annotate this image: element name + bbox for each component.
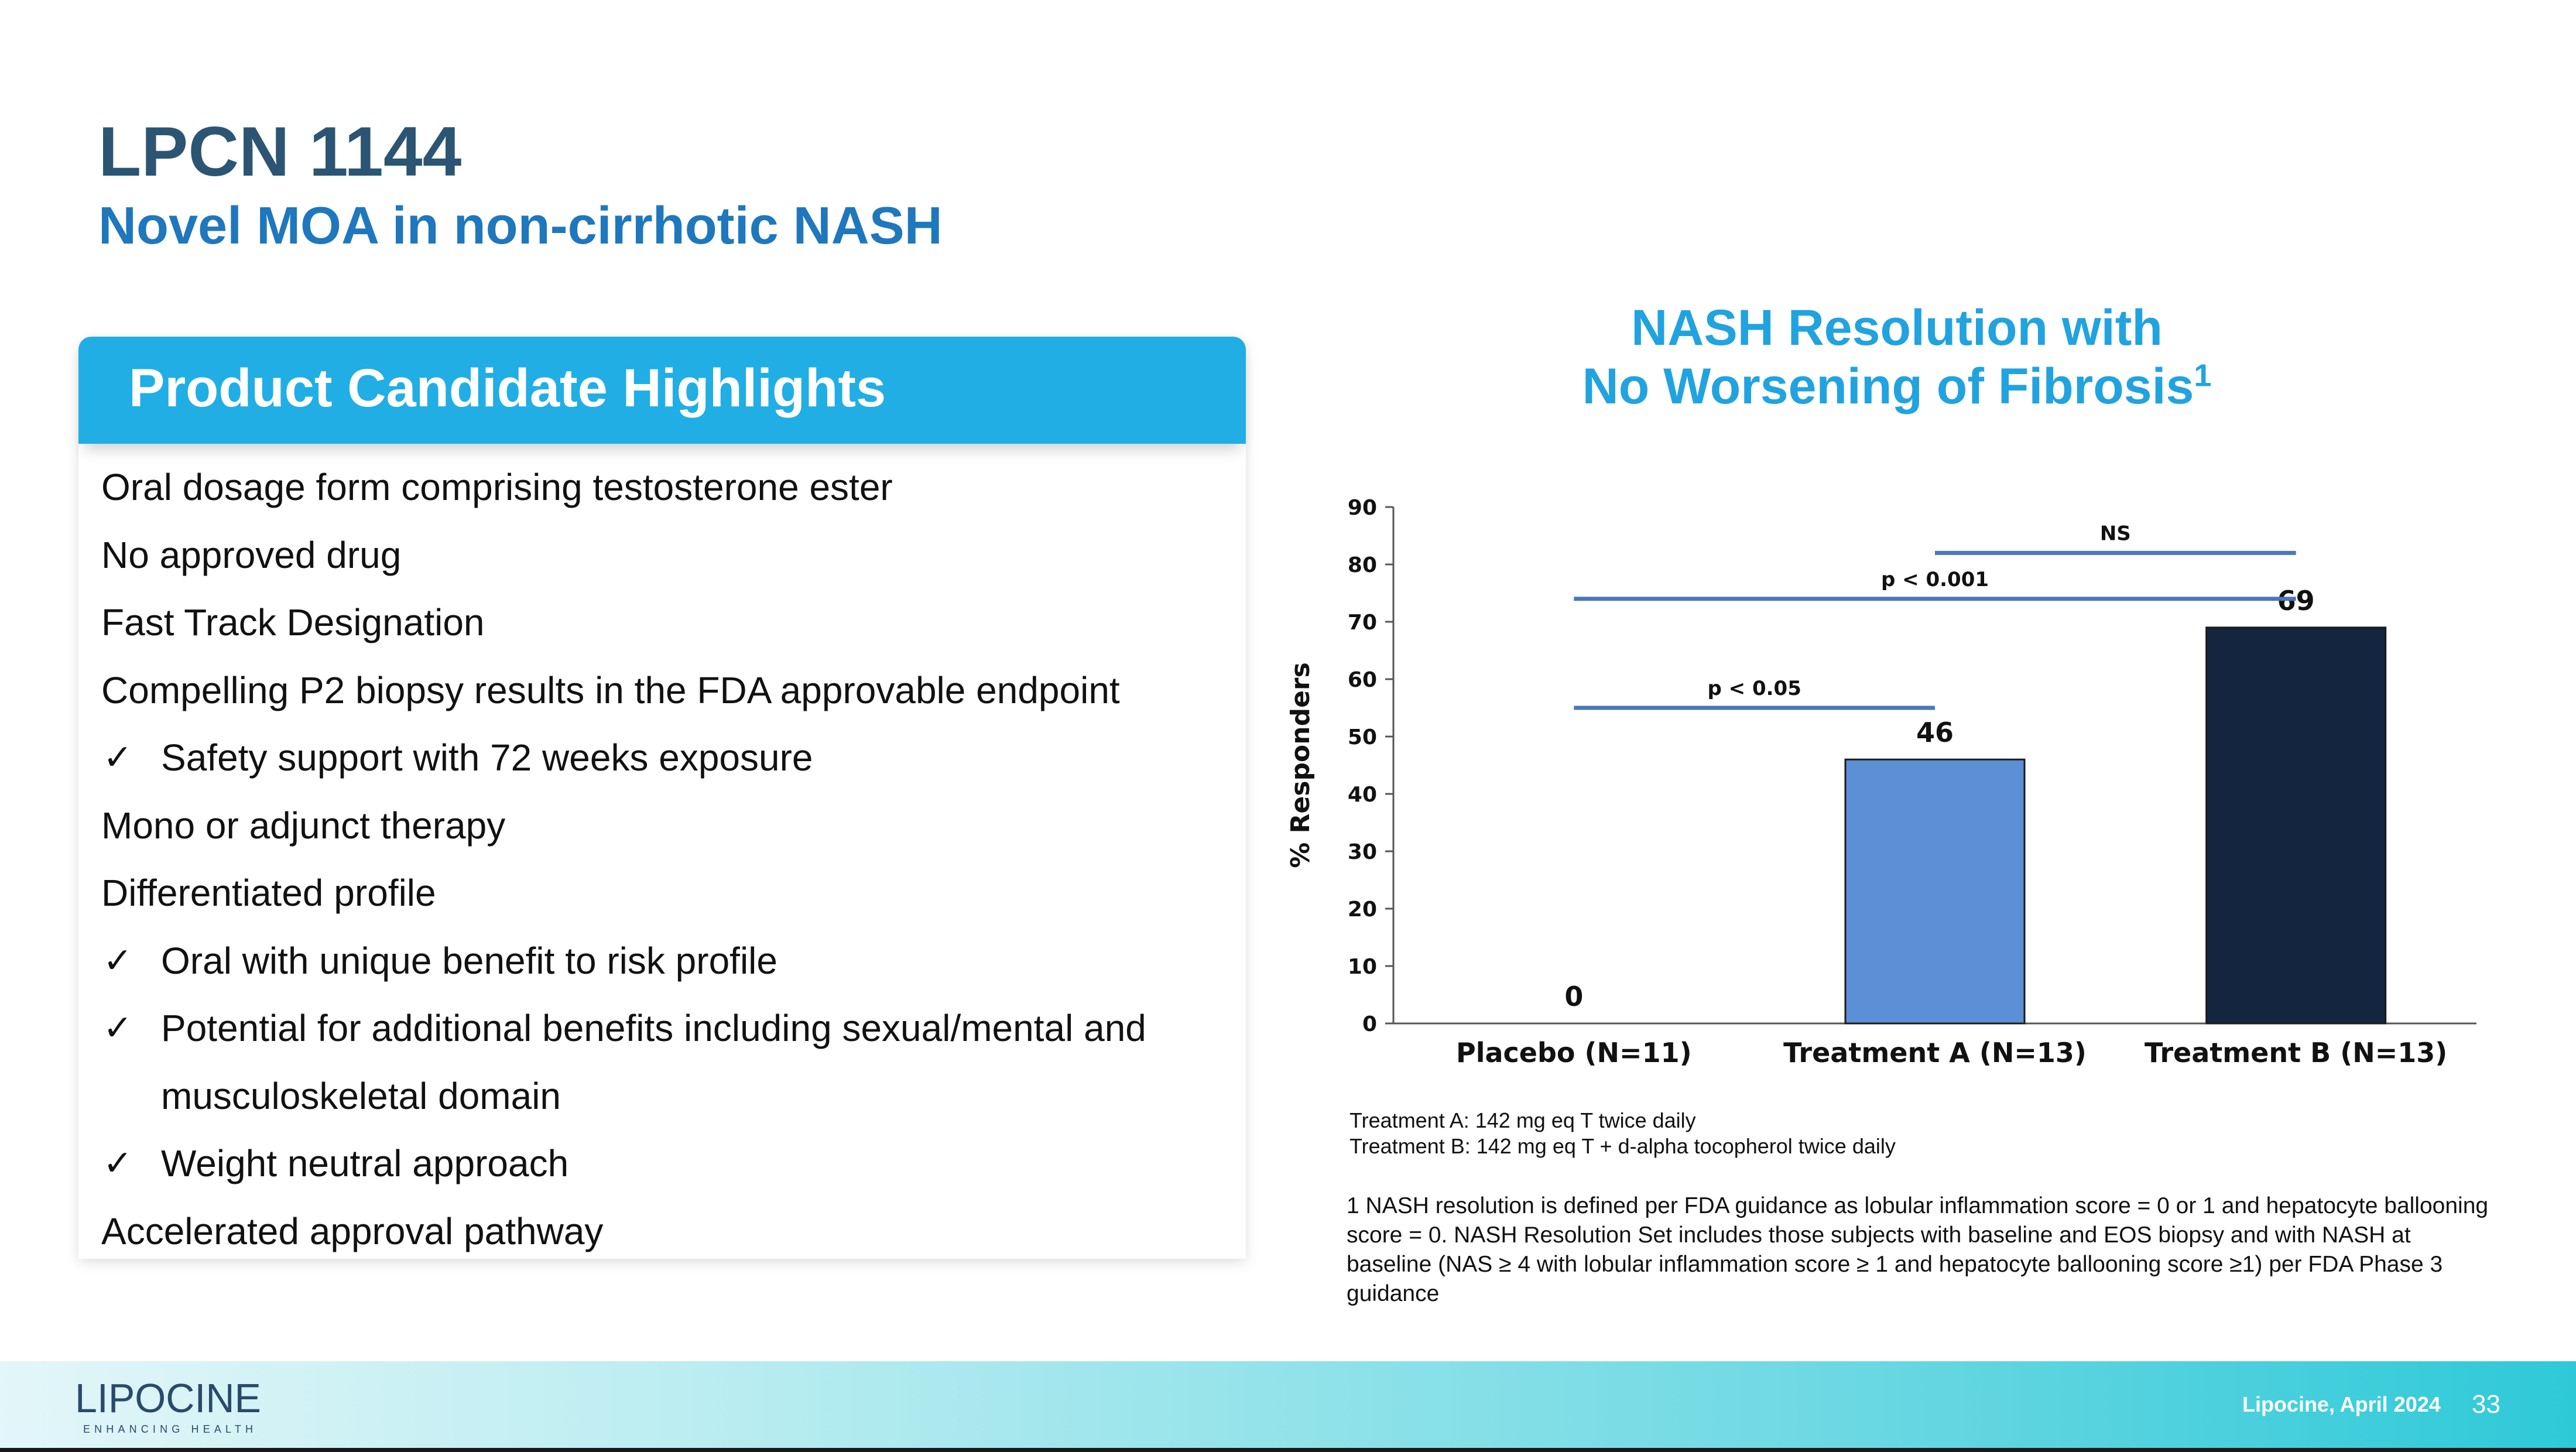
highlight-item: Compelling P2 biopsy results in the FDA … (101, 669, 1120, 711)
highlights-panel-title: Product Candidate Highlights (129, 358, 886, 418)
nash-resolution-chart: 0 10 20 30 40 50 60 70 80 90 % Responders 0 Placebo … (1286, 496, 2476, 1069)
svg-text:ENHANCING HEALTH: ENHANCING HEALTH (83, 1423, 253, 1435)
footer-bar (0, 1361, 2576, 1448)
checkmark-icon: ✓ (103, 1143, 133, 1184)
highlight-subitem: Weight neutral approach (161, 1142, 569, 1184)
highlight-subitem: musculoskeletal domain (161, 1074, 561, 1117)
y-tick-label: 50 (1348, 725, 1377, 749)
lipocine-logo: LIPOCINE ENHANCING HEALTH (75, 1377, 261, 1435)
data-label: 0 (1564, 981, 1583, 1012)
treatment-b-note: Treatment B: 142 mg eq T + d-alpha tocop… (1349, 1134, 1896, 1158)
significance-label: p < 0.001 (1881, 568, 1989, 591)
y-tick-label: 60 (1348, 668, 1377, 692)
y-tick-label: 30 (1348, 840, 1377, 864)
bottom-rule (0, 1448, 2576, 1452)
highlights-panel-header: Product Candidate Highlights (78, 337, 1246, 444)
checkmark-icon: ✓ (103, 737, 133, 778)
chart-title-line1: NASH Resolution with (1631, 300, 2163, 356)
y-tick-label: 90 (1348, 496, 1377, 520)
highlight-item: Accelerated approval pathway (101, 1210, 604, 1252)
page-number: 33 (2472, 1390, 2500, 1419)
y-tick-label: 20 (1348, 898, 1377, 922)
page-title: LPCN 1144 (98, 112, 462, 191)
highlight-subitem: Potential for additional benefits includ… (161, 1007, 1146, 1049)
highlight-item: Oral dosage form comprising testosterone… (101, 466, 893, 508)
y-tick-label: 80 (1348, 553, 1377, 577)
chart-title-line2: No Worsening of Fibrosis (1582, 358, 2194, 415)
chart-title-footnote-marker: 1 (2194, 358, 2212, 393)
checkmark-icon: ✓ (103, 1008, 133, 1049)
bar (2205, 626, 2387, 1025)
highlight-subitem: Safety support with 72 weeks exposure (161, 737, 813, 779)
chart-title: NASH Resolution with No Worsening of Fib… (1393, 299, 2400, 416)
highlight-subitem: Oral with unique benefit to risk profile (161, 939, 777, 982)
footnote: 1 NASH resolution is defined per FDA gui… (1347, 1193, 2489, 1306)
highlight-item: Fast Track Designation (101, 601, 485, 643)
y-tick-label: 40 (1348, 783, 1377, 807)
y-tick-label: 0 (1362, 1012, 1377, 1036)
significance-label: p < 0.05 (1707, 677, 1801, 700)
bar (1844, 758, 2026, 1025)
page-subtitle: Novel MOA in non-cirrhotic NASH (98, 197, 943, 255)
y-tick-label: 70 (1348, 611, 1377, 635)
highlight-item: No approved drug (101, 533, 402, 576)
x-tick-label: Treatment A (N=13) (1783, 1037, 2087, 1069)
significance-label: NS (2100, 522, 2131, 545)
footer-date: Lipocine, April 2024 (2242, 1392, 2441, 1416)
y-axis-label: % Responders (1286, 662, 1316, 868)
svg-text:LIPOCINE: LIPOCINE (75, 1377, 261, 1421)
x-tick-label: Placebo (N=11) (1456, 1037, 1692, 1069)
highlight-item: Mono or adjunct therapy (101, 804, 506, 847)
checkmark-icon: ✓ (103, 940, 133, 981)
highlight-item: Differentiated profile (101, 872, 436, 914)
x-tick-label: Treatment B (N=13) (2145, 1037, 2447, 1069)
y-tick-label: 10 (1348, 955, 1377, 979)
treatment-a-note: Treatment A: 142 mg eq T twice daily (1349, 1108, 1696, 1132)
data-label: 46 (1916, 717, 1954, 748)
highlights-panel: Product Candidate Highlights Oral dosage… (78, 337, 1246, 1259)
